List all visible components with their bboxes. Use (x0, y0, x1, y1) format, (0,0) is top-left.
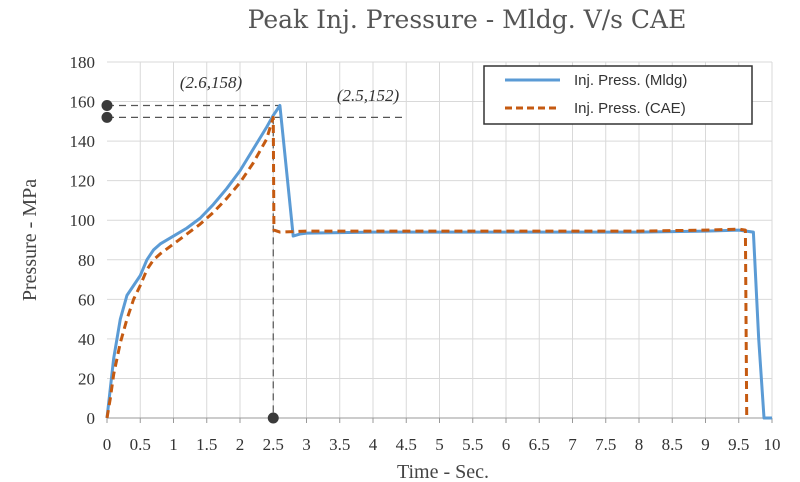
legend: Inj. Press. (Mldg) Inj. Press. (CAE) (483, 65, 753, 125)
x-axis-label: Time - Sec. (397, 461, 489, 482)
legend-label-mldg: Inj. Press. (Mldg) (574, 72, 687, 89)
x-tick-label: 8 (635, 435, 644, 454)
y-tick-label: 40 (78, 330, 95, 349)
x-tick-label: 3.5 (329, 435, 350, 454)
x-tick-label: 7.5 (595, 435, 616, 454)
annotation-peak-cae: (2.5,152) (337, 86, 400, 105)
y-tick-label: 100 (70, 211, 96, 230)
y-tick-label: 80 (78, 251, 95, 270)
annotation-peak-mldg: (2.6,158) (180, 73, 243, 92)
x-tick-label: 1 (169, 435, 178, 454)
x-tick-label: 10 (764, 435, 781, 454)
y-axis-label: Pressure - MPa (19, 179, 41, 301)
series-layer (105, 104, 772, 420)
y-tick-label: 180 (70, 53, 96, 72)
legend-label-cae: Inj. Press. (CAE) (574, 100, 686, 117)
x-tick-label: 5.5 (462, 435, 483, 454)
y-tick-label: 60 (78, 290, 95, 309)
series-line-cae (105, 115, 749, 419)
x-tick-label: 4 (369, 435, 378, 454)
y-tick-label: 0 (87, 409, 96, 428)
marker-peak-cae (101, 111, 113, 123)
y-tick-label: 160 (70, 93, 96, 112)
marker-peak-mldg (101, 100, 113, 112)
annotations: (2.6,158) (2.5,152) (180, 73, 400, 105)
x-tick-label: 4.5 (396, 435, 417, 454)
x-tick-label: 7 (568, 435, 577, 454)
x-tick-label: 5 (435, 435, 444, 454)
y-tick-label: 140 (70, 132, 96, 151)
x-tick-label: 9 (701, 435, 710, 454)
x-tick-label: 3 (302, 435, 311, 454)
x-tick-label: 0 (103, 435, 112, 454)
x-tick-label: 9.5 (728, 435, 749, 454)
x-tick-label: 6 (502, 435, 511, 454)
axes: 0 20 40 60 80 100 120 140 160 180 0 0.5 1 1.5 2 2.5 3 3.5… (70, 53, 781, 454)
legend-box (483, 65, 753, 125)
x-tick-label: 8.5 (662, 435, 683, 454)
x-tick-label: 6.5 (529, 435, 550, 454)
y-tick-label: 120 (70, 172, 96, 191)
x-tick-label: 1.5 (196, 435, 217, 454)
marker-time-peak (267, 412, 279, 424)
x-tick-label: 0.5 (130, 435, 151, 454)
y-tick-label: 20 (78, 369, 95, 388)
x-tick-label: 2 (236, 435, 245, 454)
series-line-mldg (105, 104, 772, 420)
x-tick-label: 2.5 (263, 435, 284, 454)
reference-markers (101, 100, 279, 424)
chart-title: Peak Inj. Pressure - Mldg. V/s CAE (248, 5, 687, 34)
